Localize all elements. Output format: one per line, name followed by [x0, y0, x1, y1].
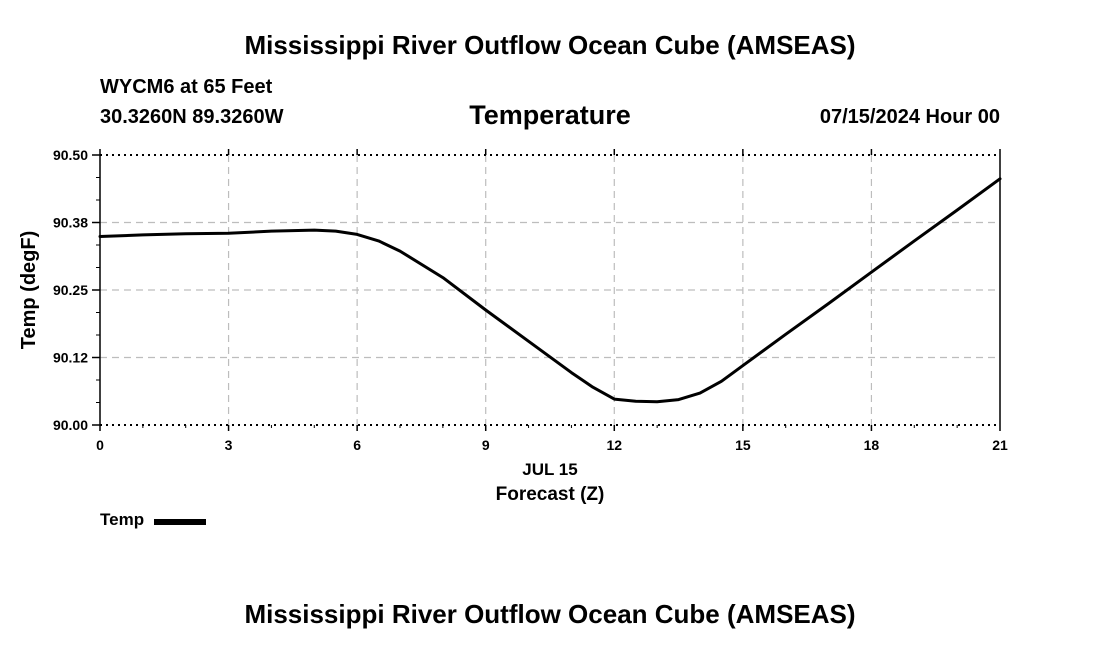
x-axis-date-label: JUL 15: [522, 460, 577, 479]
x-tick-label: 6: [353, 437, 361, 453]
legend-label: Temp: [100, 510, 145, 529]
temp-series-line: [98, 177, 1002, 404]
y-tick-label: 90.50: [53, 147, 88, 163]
y-tick-label: 90.00: [53, 417, 88, 433]
x-tick-label: 18: [864, 437, 880, 453]
legend: Temp: [100, 510, 207, 530]
y-tick-label: 90.25: [53, 282, 88, 298]
chart-title-bottom: Mississippi River Outflow Ocean Cube (AM…: [244, 599, 856, 629]
legend-line-swatch: [154, 518, 207, 525]
datetime-label: 07/15/2024 Hour 00: [819, 106, 1000, 128]
y-axis-label: Temp (degF): [18, 231, 40, 350]
x-axis-label: Forecast (Z): [496, 484, 605, 505]
chart-title-top: Mississippi River Outflow Ocean Cube (AM…: [244, 30, 856, 60]
x-tick-label: 12: [606, 437, 622, 453]
x-tick-label: 21: [992, 437, 1008, 453]
variable-title: Temperature: [469, 100, 631, 130]
x-tick-label: 0: [96, 437, 104, 453]
y-tick-label: 90.38: [53, 215, 88, 231]
y-tick-label: 90.12: [53, 350, 88, 366]
station-label: WYCM6 at 65 Feet: [100, 76, 273, 98]
x-tick-label: 9: [482, 437, 490, 453]
x-tick-label: 15: [735, 437, 751, 453]
coordinates-label: 30.3260N 89.3260W: [100, 106, 284, 128]
x-tick-label: 3: [225, 437, 233, 453]
